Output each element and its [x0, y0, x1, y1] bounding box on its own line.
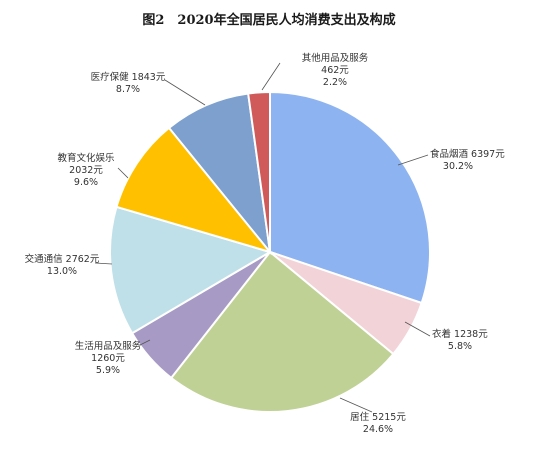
slice-label-housing: 居住 5215元 24.6% [350, 411, 406, 435]
leader-line-food-tobacco-liquor [397, 154, 429, 166]
pie-slice-education-culture-recreation [115, 126, 273, 254]
chart-title: 图2 2020年全国居民人均消费支出及构成 [142, 12, 395, 28]
leader-line-healthcare [164, 79, 206, 106]
slice-label-household-goods-services: 生活用品及服务 1260元 5.9% [75, 340, 142, 376]
slice-label-other-goods-services: 其他用品及服务 462元 2.2% [302, 52, 369, 88]
pie-slice-housing [169, 250, 395, 413]
pie-slice-transport-communication [109, 205, 273, 335]
leader-line-clothing [404, 321, 431, 337]
slice-label-clothing: 衣着 1238元 5.8% [432, 328, 488, 352]
pie-slice-other-goods-services [247, 90, 271, 253]
leader-line-household-goods-services [139, 339, 151, 346]
leader-line-transport-communication [94, 262, 113, 265]
slice-label-transport-communication: 交通通信 2762元 13.0% [25, 253, 100, 277]
leader-lines [94, 62, 431, 413]
leader-line-other-goods-services [261, 62, 281, 91]
slice-label-food-tobacco-liquor: 食品烟酒 6397元 30.2% [430, 148, 505, 172]
pie-slice-food-tobacco-liquor [269, 90, 432, 305]
pie-slices [109, 90, 432, 413]
leader-line-housing [339, 397, 373, 413]
slice-label-education-culture-recreation: 教育文化娱乐 2032元 9.6% [57, 152, 115, 188]
slice-labels: 食品烟酒 6397元 30.2% 衣着 1238元 5.8% 居住 5215元 24.6%… [25, 52, 506, 435]
pie-slice-healthcare [167, 92, 272, 256]
leader-line-education-culture-recreation [117, 167, 129, 179]
slice-label-healthcare: 医疗保健 1843元 8.7% [91, 71, 166, 95]
